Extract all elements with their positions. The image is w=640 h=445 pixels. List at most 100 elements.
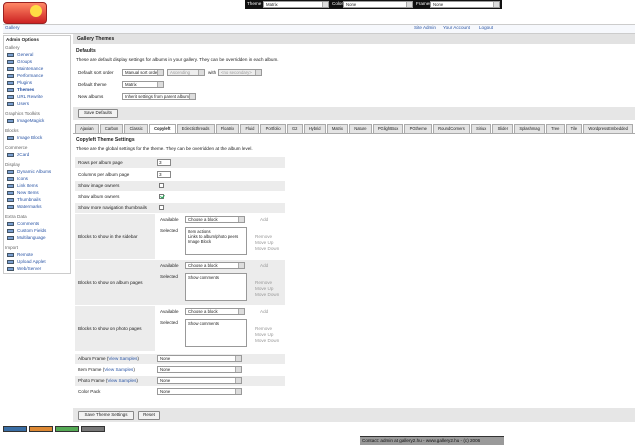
selected-list[interactable]: Item actions Links to album/photo peers Im… [185,227,247,255]
select[interactable]: None [343,1,413,8]
label-text: Album Frame ( [78,356,109,361]
select[interactable]: Inherit settings from parent album [122,93,196,100]
select[interactable]: None [157,388,242,395]
sidebar-link[interactable]: Users [17,101,29,106]
sidebar-link[interactable]: Upload Applet [17,259,46,264]
remove-button[interactable]: Remove [255,280,273,285]
sidebar [3,35,71,274]
select[interactable]: Matrix [263,1,329,8]
selected-item: Show comments [188,275,219,280]
sidebar-group-title: Display [5,162,21,167]
sidebar-link[interactable]: Dynamic Albums [17,169,52,174]
sidebar-link[interactable]: Groups [17,59,33,64]
view-samples-link[interactable]: View Samples [107,378,137,383]
sidebar-icon [7,136,14,140]
select[interactable]: None [430,1,500,8]
sidebar-link[interactable]: Watermarks [17,204,42,209]
add-button[interactable]: Add [260,309,269,314]
row-label: Show album owners [78,194,120,199]
sidebar-link[interactable]: Thumbnails [17,197,41,202]
settings-description: These are the global settings for the th… [76,146,253,151]
move-up-button[interactable]: Move Up [255,286,274,291]
sidebar-group-title: Extra Data [5,214,27,219]
remove-button[interactable]: Remove [255,326,273,331]
add-button[interactable]: Add [260,217,269,222]
text-input[interactable]: 3 [157,171,171,178]
select-arrow [157,82,163,87]
add-button[interactable]: Add [260,263,269,268]
sidebar-icon [7,267,14,271]
settings-row-label-cell [75,306,155,351]
sort-label: Default sort order [78,70,114,75]
settings-row [75,169,285,180]
footer-text: Contact: admin at gallery2.hu - www.gall… [362,438,481,443]
remove-button[interactable]: Remove [255,234,273,239]
view-samples-link[interactable]: View Samples [108,356,138,361]
sidebar-link[interactable]: Image Block [17,135,43,140]
sidebar-link[interactable]: Plugins [17,80,33,85]
move-up-button[interactable]: Move Up [255,240,274,245]
sidebar-link[interactable]: ImageMagick [17,118,45,123]
move-up-button[interactable]: Move Up [255,332,274,337]
move-down-button[interactable]: Move Down [255,246,280,251]
selected-list[interactable]: Show comments [185,273,247,301]
settings-row [75,181,285,191]
select[interactable]: None [157,355,242,362]
select[interactable]: None [157,366,242,373]
select[interactable]: None [157,377,242,384]
checkbox[interactable] [159,205,164,210]
label-text: ) [133,367,135,372]
sidebar-link[interactable]: Icons [17,176,28,181]
sidebar-link[interactable]: zCard [17,152,30,157]
sidebar-icon [7,81,14,85]
sidebar-link[interactable]: General [17,52,34,57]
breadcrumb[interactable]: Gallery [5,25,20,30]
settings-row [75,192,285,202]
select-arrow [238,263,244,268]
move-down-button[interactable]: Move Down [255,338,280,343]
selected-list[interactable]: Show comments [185,319,247,347]
logo-mark [30,5,42,17]
label-text: Color Pack [78,389,101,394]
check-mark [160,193,165,199]
sidebar-link[interactable]: Themes [17,87,35,92]
checkbox[interactable] [159,183,164,188]
checkbox[interactable] [159,193,165,199]
settings-button-bar [73,408,635,422]
sidebar-link[interactable]: Performance [17,73,44,78]
sidebar-icon [7,153,14,157]
user-link[interactable]: Logout [479,25,494,30]
select[interactable]: Choose a block [185,308,245,315]
badge [3,426,27,432]
save-theme-settings-button[interactable]: Save Theme Settings [78,411,134,420]
text-input[interactable]: 3 [157,159,171,166]
sidebar-icon [7,60,14,64]
sidebar-link[interactable]: URL Rewrite [17,94,43,99]
save-defaults-button[interactable]: Save Defaults [78,109,118,118]
sidebar-group-title: Blocks [5,128,19,133]
sidebar-link[interactable]: Web/Server [17,266,42,271]
sidebar-link[interactable]: Multilanguage [17,235,46,240]
user-link[interactable]: Site Admin [414,25,436,30]
new-albums-label: New albums [78,94,104,99]
sidebar-link[interactable]: Comments [17,221,40,226]
select[interactable]: Matrix [122,81,164,88]
sidebar-icon [7,177,14,181]
sidebar-link[interactable]: New Items [17,190,39,195]
sidebar-icon [7,88,14,92]
sidebar-link[interactable]: Maintenance [17,66,44,71]
label-text: ) [137,356,139,361]
sidebar-link[interactable]: Remote [17,252,34,257]
select-arrow [157,70,163,75]
view-samples-link[interactable]: View Samples [104,367,134,372]
select[interactable]: Manual sort order [122,69,164,76]
reset-button[interactable]: Reset [138,411,160,420]
sidebar-link[interactable]: Custom Fields [17,228,47,233]
select[interactable]: Choose a block [185,216,245,223]
move-down-button[interactable]: Move Down [255,292,280,297]
select[interactable]: Choose a block [185,262,245,269]
sidebar-link[interactable]: Link Items [17,183,38,188]
user-link[interactable]: Your Account [443,25,470,30]
footer-bar [360,436,504,445]
